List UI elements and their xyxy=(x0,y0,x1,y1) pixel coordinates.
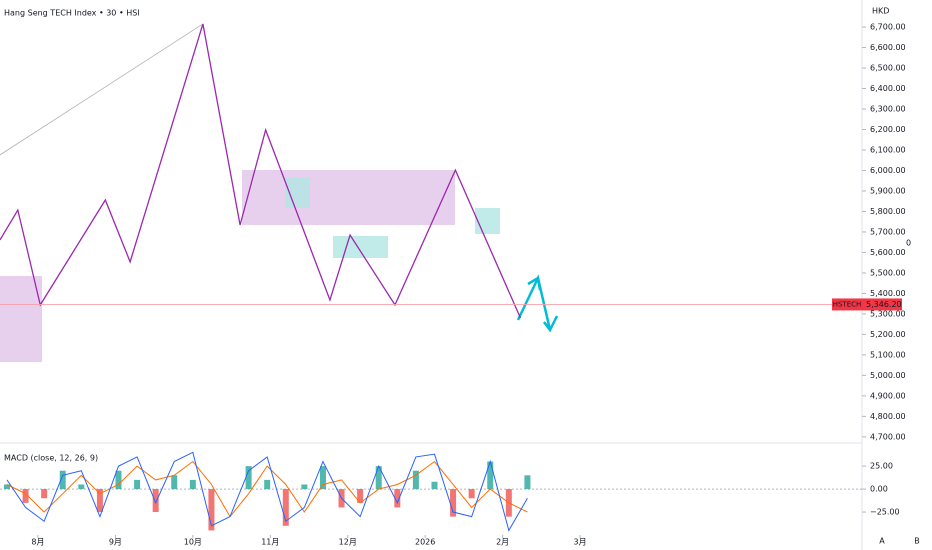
y-tick-label: 5,800.00 xyxy=(870,207,906,216)
histogram-bar xyxy=(208,489,215,531)
x-tick-label: 12月 xyxy=(339,538,357,547)
x-tick-label: 2026 xyxy=(415,538,435,547)
histogram-bar xyxy=(152,489,159,513)
histogram-bar xyxy=(431,481,438,490)
y-tick-label: 6,500.00 xyxy=(870,64,906,73)
x-tick-label: 9月 xyxy=(109,538,122,547)
histogram-bar xyxy=(524,475,531,490)
price-badge xyxy=(832,298,862,311)
y-tick-label: 4,700.00 xyxy=(870,432,906,441)
histogram-bar xyxy=(59,470,66,490)
histogram-bar xyxy=(468,489,475,499)
y-tick-label: 4,800.00 xyxy=(870,412,906,421)
histogram-bar xyxy=(78,484,85,490)
y-tick-label: 6,400.00 xyxy=(870,84,906,93)
y-tick-label: 5,000.00 xyxy=(870,371,906,380)
chart-title: Hang Seng TECH Index • 30 • HSI xyxy=(4,9,140,18)
zone xyxy=(0,276,42,362)
line-series xyxy=(0,23,204,156)
y-tick-label: 6,600.00 xyxy=(870,43,906,52)
x-tick-label: 10月 xyxy=(184,538,202,547)
price-value-label: 5,346.20 xyxy=(866,300,902,309)
x-tick-label: 11月 xyxy=(261,538,279,547)
y-tick-label: 6,300.00 xyxy=(870,105,906,114)
histogram-bar xyxy=(394,489,401,508)
x-tick-label: 8月 xyxy=(31,538,44,547)
y-tick-label: 0.00 xyxy=(870,485,888,494)
y-tick-label: −25.00 xyxy=(870,508,900,517)
zone xyxy=(475,208,500,234)
arrow-head xyxy=(543,315,559,333)
y-tick-label: 6,200.00 xyxy=(870,125,906,134)
y-tick-label: 5,200.00 xyxy=(870,330,906,339)
histogram-bar xyxy=(412,470,419,490)
y-tick-label: 5,700.00 xyxy=(870,227,906,236)
indicator-title: MACD (close, 12, 26, 9) xyxy=(4,454,98,463)
y-tick-label: 6,700.00 xyxy=(870,23,906,32)
arrow-head xyxy=(527,275,542,291)
histogram-bar xyxy=(264,479,271,490)
histogram-bar xyxy=(357,489,364,503)
histogram-bar xyxy=(282,489,289,526)
x-tick-label: 3月 xyxy=(574,538,587,547)
histogram-bar xyxy=(171,475,178,490)
y-tick-label: 5,400.00 xyxy=(870,289,906,298)
y-tick-label: 5,600.00 xyxy=(870,248,906,257)
histogram-bar xyxy=(245,466,252,490)
price-value-badge xyxy=(862,298,902,311)
y-tick-label: 5,300.00 xyxy=(870,309,906,318)
histogram-bar xyxy=(301,484,308,490)
histogram-bar xyxy=(22,489,29,503)
y-tick-label: 5,900.00 xyxy=(870,186,906,195)
y-tick-label: 5,500.00 xyxy=(870,268,906,277)
y-tick-label: 6,000.00 xyxy=(870,166,906,175)
histogram-bar xyxy=(189,479,196,490)
y-tick-label: 6,100.00 xyxy=(870,145,906,154)
axis-unit: HKD xyxy=(872,7,889,16)
signal-line xyxy=(6,460,528,518)
macd-line xyxy=(6,451,528,532)
histogram-bar xyxy=(41,489,48,499)
scale-label: 0 xyxy=(906,239,911,248)
histogram-bar xyxy=(487,461,494,490)
price-badge-label: HSTECH xyxy=(833,300,862,308)
zone xyxy=(285,178,310,208)
histogram-bar xyxy=(450,489,457,517)
button[interactable]: B xyxy=(914,537,920,546)
zone xyxy=(333,236,388,258)
histogram-bar xyxy=(319,466,326,490)
y-tick-label: 4,900.00 xyxy=(870,391,906,400)
histogram-bar xyxy=(115,470,122,490)
histogram-bar xyxy=(96,489,103,513)
button[interactable]: A xyxy=(879,537,885,546)
zone xyxy=(242,170,455,225)
histogram-bar xyxy=(3,484,10,490)
histogram-bar xyxy=(375,466,382,490)
y-tick-label: 25.00 xyxy=(870,462,893,471)
line-series xyxy=(0,23,522,319)
histogram-bar xyxy=(134,479,141,490)
x-tick-label: 2月 xyxy=(496,538,509,547)
y-tick-label: 5,100.00 xyxy=(870,350,906,359)
